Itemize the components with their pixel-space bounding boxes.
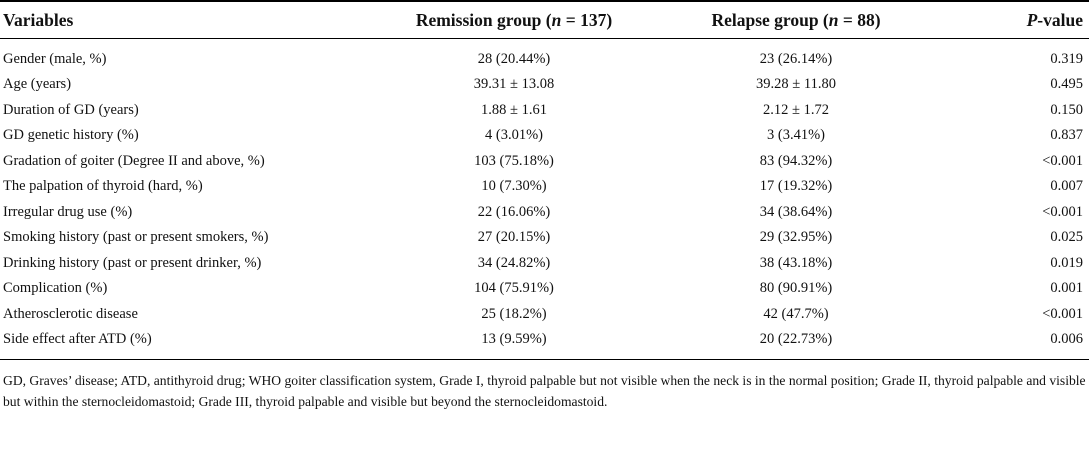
cell-p-value: 0.495: [1050, 76, 1083, 93]
cell-relapse: 34 (38.64%): [759, 203, 833, 220]
table-row: Gradation of goiter (Degree II and above…: [0, 149, 1089, 175]
cell-relapse: 80 (90.91%): [759, 280, 833, 297]
cell-variable: Gender (male, %): [3, 51, 107, 67]
cell-relapse: 38 (43.18%): [759, 254, 833, 271]
table-header: Variables Remission group (n = 137) Rela…: [0, 0, 1089, 39]
cell-variable: Smoking history (past or present smokers…: [3, 229, 269, 246]
header-relapse-group: Relapse group (n = 88): [660, 0, 932, 39]
table-row: Complication (%) 104 (75.91%) 80 (90.91%…: [0, 276, 1089, 302]
cell-p-value: 0.019: [1050, 254, 1083, 271]
cell-variable: Duration of GD (years): [3, 101, 139, 118]
cell-p-value: <0.001: [1042, 305, 1083, 322]
cell-p-value: 0.001: [1050, 280, 1083, 297]
cell-p-value: 0.150: [1050, 101, 1083, 118]
comparison-table: Variables Remission group (n = 137) Rela…: [0, 0, 1089, 360]
cell-remission: 27 (20.15%): [477, 229, 551, 246]
cell-variable: The palpation of thyroid (hard, %): [3, 178, 203, 195]
cell-relapse: 23 (26.14%): [759, 51, 833, 67]
cell-variable: Gradation of goiter (Degree II and above…: [3, 152, 265, 169]
cell-p-value: <0.001: [1042, 152, 1083, 169]
cell-p-value: 0.319: [1050, 51, 1083, 67]
cell-remission: 13 (9.59%): [368, 327, 660, 360]
header-p-value: P-value: [932, 0, 1089, 39]
cell-remission: 4 (3.01%): [485, 127, 543, 144]
cell-relapse: 29 (32.95%): [759, 229, 833, 246]
cell-relapse: 39.28 ± 11.80: [756, 76, 836, 93]
header-remission-group: Remission group (n = 137): [368, 0, 660, 39]
table-row: Age (years) 39.31 ± 13.08 39.28 ± 11.80 …: [0, 72, 1089, 98]
header-p-italic: P: [1026, 9, 1038, 30]
header-p-rest: -value: [1037, 9, 1083, 30]
cell-remission: 25 (18.2%): [481, 305, 547, 322]
table-row: Side effect after ATD (%) 13 (9.59%) 20 …: [0, 327, 1089, 360]
cell-remission: 28 (20.44%): [477, 51, 551, 67]
cell-remission: 103 (75.18%): [474, 152, 554, 169]
cell-relapse: 42 (47.7%): [763, 305, 829, 322]
cell-variable: Age (years): [3, 76, 72, 93]
cell-variable: Side effect after ATD (%): [0, 327, 368, 360]
header-remission-suffix: = 137): [561, 9, 613, 30]
cell-variable: Complication (%): [3, 280, 108, 297]
cell-variable: Drinking history (past or present drinke…: [3, 254, 262, 271]
table-footnote: GD, Graves’ disease; ATD, antithyroid dr…: [3, 372, 1086, 409]
cell-remission: 104 (75.91%): [474, 280, 554, 297]
header-row: Variables Remission group (n = 137) Rela…: [0, 0, 1089, 39]
cell-remission: 1.88 ± 1.61: [481, 101, 547, 118]
table-row: The palpation of thyroid (hard, %) 10 (7…: [0, 174, 1089, 200]
table-row: Gender (male, %) 28 (20.44%) 23 (26.14%)…: [0, 39, 1089, 73]
table-row: Irregular drug use (%) 22 (16.06%) 34 (3…: [0, 200, 1089, 226]
cell-p-value: 0.007: [1050, 178, 1083, 195]
table-row: GD genetic history (%) 4 (3.01%) 3 (3.41…: [0, 123, 1089, 149]
cell-relapse: 2.12 ± 1.72: [763, 101, 829, 118]
cell-p-value: 0.837: [1050, 127, 1083, 144]
header-remission-prefix: Remission group (: [415, 9, 552, 30]
cell-relapse: 17 (19.32%): [759, 178, 833, 195]
table-body: Gender (male, %) 28 (20.44%) 23 (26.14%)…: [0, 39, 1089, 360]
header-relapse-prefix: Relapse group (: [711, 9, 829, 30]
cell-remission: 22 (16.06%): [477, 203, 551, 220]
header-relapse-suffix: = 88): [838, 9, 881, 30]
cell-p-value: <0.001: [1042, 203, 1083, 220]
cell-remission: 10 (7.30%): [481, 178, 547, 195]
table-row: Duration of GD (years) 1.88 ± 1.61 2.12 …: [0, 98, 1089, 124]
cell-variable: GD genetic history (%): [3, 127, 139, 144]
cell-relapse: 20 (22.73%): [660, 327, 932, 360]
cell-relapse: 83 (94.32%): [759, 152, 833, 169]
table-row: Drinking history (past or present drinke…: [0, 251, 1089, 277]
table-row: Atherosclerotic disease 25 (18.2%) 42 (4…: [0, 302, 1089, 328]
cell-remission: 34 (24.82%): [477, 254, 551, 271]
cell-p-value: 0.006: [932, 327, 1089, 360]
cell-variable: Irregular drug use (%): [3, 203, 133, 220]
header-variables: Variables: [0, 0, 368, 39]
header-remission-n: n: [551, 9, 562, 30]
table-row: Smoking history (past or present smokers…: [0, 225, 1089, 251]
cell-variable: Atherosclerotic disease: [3, 305, 138, 322]
table-figure: Variables Remission group (n = 137) Rela…: [0, 0, 1089, 409]
header-relapse-n: n: [828, 9, 839, 30]
cell-relapse: 3 (3.41%): [767, 127, 825, 144]
cell-remission: 39.31 ± 13.08: [473, 76, 555, 93]
cell-p-value: 0.025: [1050, 229, 1083, 246]
